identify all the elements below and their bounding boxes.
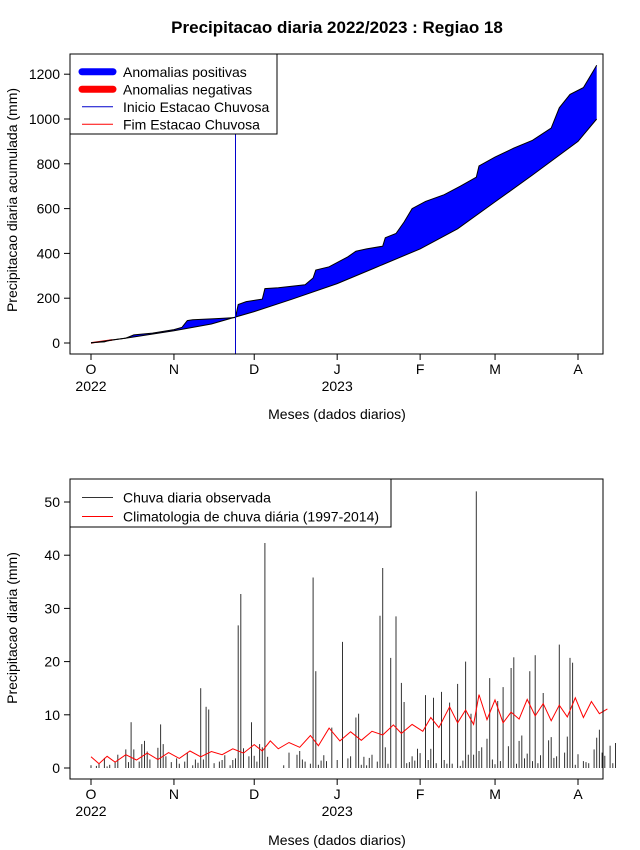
chart-title: Precipitacao diaria 2022/2023 : Regiao 1…	[171, 18, 503, 37]
bottom-legend: Chuva diaria observada Climatologia de ch…	[69, 478, 392, 528]
x-year-label: 2023	[322, 803, 353, 819]
y-tick-label: 1200	[29, 66, 60, 82]
x-tick-label: M	[489, 786, 501, 802]
y-tick-label: 50	[44, 494, 60, 510]
x-tick-label: O	[86, 786, 97, 802]
legend-box	[69, 478, 392, 528]
y-tick-label: 0	[52, 335, 60, 351]
top-panel: 0 200 400 600 800 1000 1200 O N D J F M A 2022 2023 Ano…	[4, 53, 604, 422]
x-tick-label: D	[249, 361, 259, 377]
top-x-axis-label: Meses (dados diarios)	[268, 406, 406, 422]
y-tick-label: 800	[37, 156, 61, 172]
legend-label: Inicio Estacao Chuvosa	[123, 99, 270, 115]
x-tick-label: O	[86, 361, 97, 377]
y-tick-label: 1000	[29, 111, 60, 127]
plot-frame	[69, 53, 604, 355]
legend-label: Anomalias negativas	[123, 81, 252, 97]
y-tick-label: 600	[37, 201, 61, 217]
legend-label: Chuva diaria observada	[123, 490, 271, 506]
x-tick-label: A	[573, 786, 583, 802]
y-tick-label: 20	[44, 654, 60, 670]
observed-accumulated-line	[90, 64, 598, 344]
x-tick-label: M	[489, 361, 501, 377]
x-tick-label: D	[249, 786, 259, 802]
x-tick-label: J	[334, 786, 341, 802]
legend-label: Anomalias positivas	[123, 64, 247, 80]
y-tick-label: 200	[37, 290, 61, 306]
top-y-axis-label: Precipitacao diaria acumulada (mm)	[4, 88, 20, 312]
y-tick-label: 0	[52, 760, 60, 776]
x-year-label: 2022	[75, 803, 106, 819]
y-tick-label: 30	[44, 600, 60, 616]
legend-label: Fim Estacao Chuvosa	[123, 116, 260, 132]
x-year-label: 2023	[322, 378, 353, 394]
x-tick-label: F	[416, 361, 425, 377]
bottom-y-axis-label: Precipitacao diaria (mm)	[4, 552, 20, 704]
y-tick-label: 400	[37, 245, 61, 261]
legend-label: Climatologia de chuva diária (1997-2014)	[123, 509, 379, 525]
legend-box	[69, 53, 278, 135]
top-axes: 0 200 400 600 800 1000 1200 O N D J F M A 2022 2023	[29, 53, 604, 394]
x-tick-label: N	[169, 786, 179, 802]
bottom-plot-area	[90, 491, 616, 768]
y-tick-label: 40	[44, 547, 60, 563]
x-tick-label: A	[573, 361, 583, 377]
x-tick-label: N	[169, 361, 179, 377]
climatology-accumulated-line	[90, 118, 598, 344]
climatology-daily-line	[90, 694, 608, 765]
bottom-panel: 0 10 20 30 40 50 O N D J F M A 2022 2023 Chuva diaria …	[4, 478, 616, 848]
y-tick-label: 10	[44, 707, 60, 723]
x-tick-label: J	[334, 361, 341, 377]
bottom-x-axis-label: Meses (dados diarios)	[268, 832, 406, 848]
x-year-label: 2022	[75, 378, 106, 394]
x-tick-label: F	[416, 786, 425, 802]
